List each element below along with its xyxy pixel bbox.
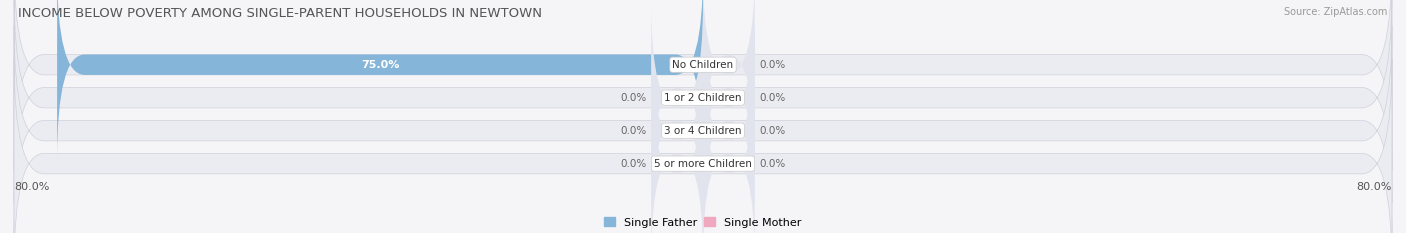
Text: 80.0%: 80.0% [14, 182, 49, 192]
Text: 0.0%: 0.0% [759, 126, 785, 136]
FancyBboxPatch shape [651, 35, 703, 226]
FancyBboxPatch shape [651, 2, 703, 193]
Text: 0.0%: 0.0% [759, 159, 785, 169]
FancyBboxPatch shape [14, 0, 1392, 170]
Text: 3 or 4 Children: 3 or 4 Children [664, 126, 742, 136]
Text: 80.0%: 80.0% [1357, 182, 1392, 192]
Text: No Children: No Children [672, 60, 734, 70]
Legend: Single Father, Single Mother: Single Father, Single Mother [605, 217, 801, 228]
Text: 0.0%: 0.0% [621, 159, 647, 169]
FancyBboxPatch shape [703, 2, 755, 193]
FancyBboxPatch shape [703, 0, 755, 160]
Text: 0.0%: 0.0% [621, 93, 647, 103]
FancyBboxPatch shape [14, 58, 1392, 233]
Text: 75.0%: 75.0% [361, 60, 399, 70]
FancyBboxPatch shape [14, 0, 1392, 203]
Text: 5 or more Children: 5 or more Children [654, 159, 752, 169]
Text: 0.0%: 0.0% [621, 126, 647, 136]
FancyBboxPatch shape [703, 35, 755, 226]
Text: 1 or 2 Children: 1 or 2 Children [664, 93, 742, 103]
FancyBboxPatch shape [58, 0, 703, 160]
FancyBboxPatch shape [703, 68, 755, 233]
FancyBboxPatch shape [651, 68, 703, 233]
Text: INCOME BELOW POVERTY AMONG SINGLE-PARENT HOUSEHOLDS IN NEWTOWN: INCOME BELOW POVERTY AMONG SINGLE-PARENT… [18, 7, 543, 20]
Text: Source: ZipAtlas.com: Source: ZipAtlas.com [1284, 7, 1388, 17]
Text: 0.0%: 0.0% [759, 93, 785, 103]
FancyBboxPatch shape [14, 25, 1392, 233]
Text: 0.0%: 0.0% [759, 60, 785, 70]
